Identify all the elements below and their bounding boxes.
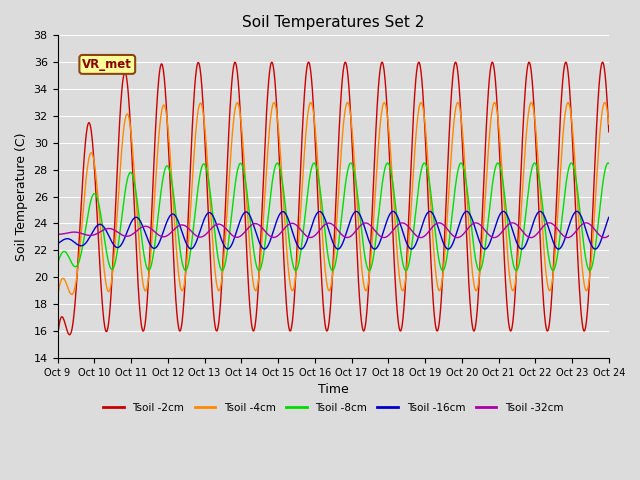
Y-axis label: Soil Temperature (C): Soil Temperature (C) [15, 132, 28, 261]
Title: Soil Temperatures Set 2: Soil Temperatures Set 2 [242, 15, 424, 30]
Text: VR_met: VR_met [83, 58, 132, 71]
X-axis label: Time: Time [318, 383, 349, 396]
Legend: Tsoil -2cm, Tsoil -4cm, Tsoil -8cm, Tsoil -16cm, Tsoil -32cm: Tsoil -2cm, Tsoil -4cm, Tsoil -8cm, Tsoi… [99, 399, 568, 417]
